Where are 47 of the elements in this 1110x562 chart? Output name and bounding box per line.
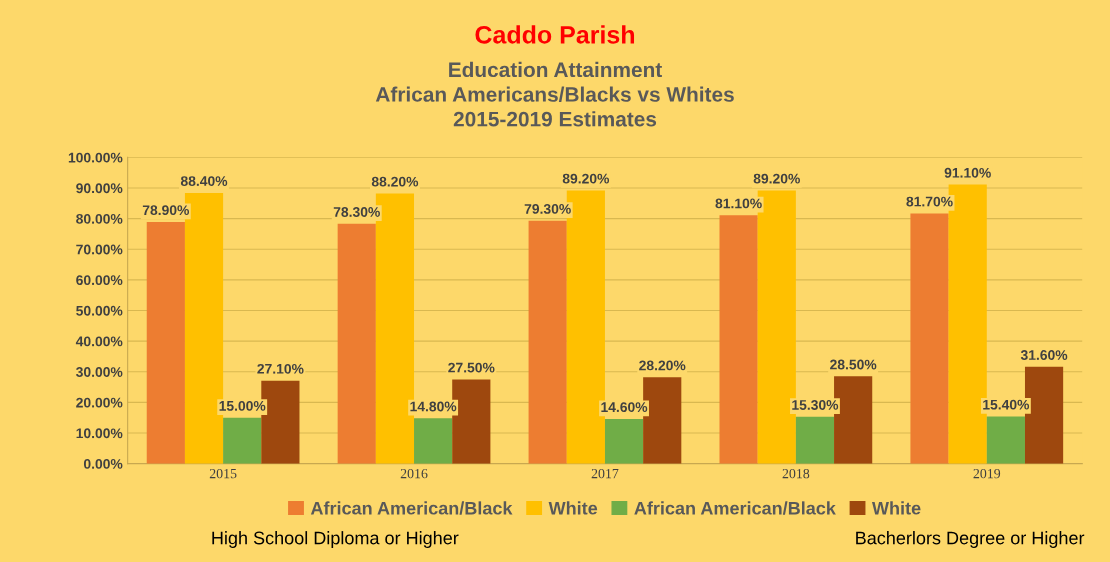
data-label: 89.20% (753, 173, 800, 184)
x-tick-label: 2018 (782, 468, 810, 479)
data-label: 15.30% (792, 400, 839, 410)
x-tick-label: 2017 (591, 468, 619, 479)
bar (528, 220, 567, 464)
data-label: 78.30% (333, 207, 380, 217)
y-tick-label: 90.00% (76, 183, 123, 194)
data-label: 15.40% (983, 399, 1030, 410)
data-label: 91.10% (944, 167, 991, 178)
bar (910, 213, 949, 464)
chart-subtitle: Education Attainment African Americans/Blacks vs Whites 2015-2019 Estimates (375, 61, 734, 127)
y-tick-label: 50.00% (76, 305, 123, 316)
y-tick-label: 30.00% (76, 367, 123, 377)
y-tick-label: 100.00% (68, 152, 123, 163)
data-label: 81.70% (906, 196, 953, 207)
x-tick-label: 2019 (973, 468, 1001, 479)
y-tick-label: 40.00% (75, 336, 123, 347)
text: High School Diploma or Higher (212, 531, 459, 548)
text: Bacherlors Degree or Higher (856, 531, 1085, 548)
bar (719, 215, 758, 464)
data-label: 79.30% (524, 204, 571, 214)
data-label: 78.90% (142, 205, 190, 216)
legend-label: White (871, 501, 921, 515)
legend-label: African American/Black (634, 501, 836, 515)
data-label: 28.50% (830, 359, 877, 370)
y-tick-label: 80.00% (76, 213, 123, 224)
data-label: 27.10% (257, 363, 304, 374)
data-label: 15.00% (219, 400, 266, 411)
x-tick-label: 2015 (209, 468, 237, 479)
data-label: 81.10% (715, 198, 762, 209)
y-tick-label: 70.00% (76, 244, 123, 255)
data-label: 89.20% (562, 173, 610, 184)
x-tick-label: 2016 (400, 468, 428, 479)
data-label: 88.40% (180, 176, 228, 186)
legend-label: White (548, 501, 598, 515)
y-tick-label: 60.00% (76, 275, 123, 286)
y-tick-label: 20.00% (76, 397, 123, 408)
y-tick-label: 0.00% (83, 458, 123, 469)
chart-title: Caddo Parish (475, 25, 635, 44)
y-tick-label: 10.00% (76, 428, 123, 439)
data-label: 88.20% (371, 176, 419, 187)
data-label: 31.60% (1020, 350, 1068, 360)
data-label: 28.20% (639, 360, 686, 371)
data-label: 14.60% (601, 402, 648, 413)
data-label: 14.80% (410, 401, 457, 412)
legend-label: African American/Black (310, 501, 513, 515)
data-label: 27.50% (448, 362, 495, 373)
